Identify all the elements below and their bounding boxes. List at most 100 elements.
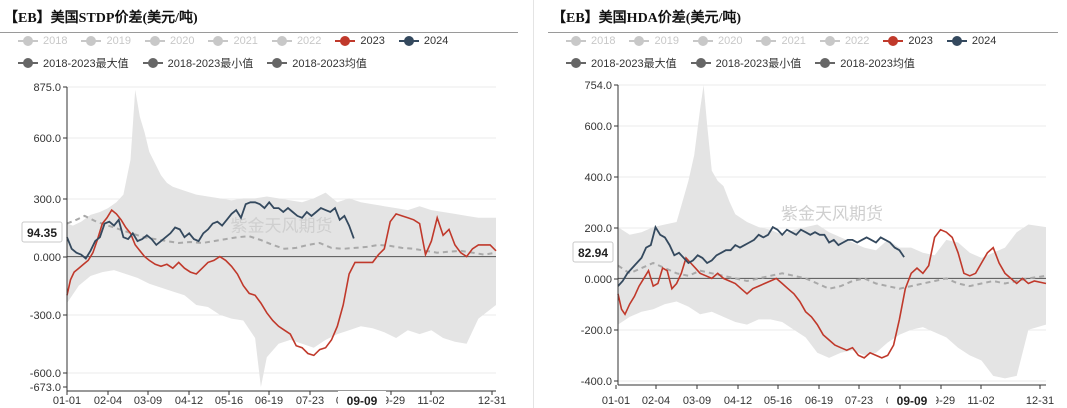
legend-item[interactable]: 2018-2023最小值	[142, 55, 254, 71]
x-tick-label: 04-12	[724, 395, 752, 407]
legend-item[interactable]: 2019	[81, 35, 131, 47]
legend-line-dot-icon	[335, 36, 356, 46]
hda-spread-panel: 【EB】美国HDA价差(美元/吨) 2018 2019 2020 2021 2022 20…	[548, 0, 1067, 408]
axis-pointer-x-label: 09-09	[897, 394, 928, 408]
legend-item[interactable]: 2023	[335, 35, 385, 47]
legend-row-1: 2018 2019 2020 2021 2022 2023 2024	[18, 35, 462, 49]
legend-line-dot-icon	[267, 58, 288, 68]
series-2024-line	[66, 200, 355, 260]
y-tick-label: -200.0	[581, 325, 612, 337]
legend-label: 2023	[360, 35, 385, 47]
legend-row-2: 2018-2023最大值 2018-2023最小值 2018-2023均值	[18, 55, 381, 71]
min-max-band	[618, 85, 1046, 379]
legend-label: 2022	[844, 35, 870, 47]
legend-label: 2018-2023最大值	[591, 58, 677, 70]
legend-item[interactable]: 2020	[692, 35, 743, 47]
axis-pointer-y-box	[572, 241, 614, 263]
axis-pointer-x-box	[888, 391, 936, 408]
legend-label: 2018-2023最小值	[167, 58, 254, 70]
legend-line-dot-icon	[144, 36, 165, 46]
legend-item[interactable]: 2018-2023均值	[267, 55, 367, 71]
y-tick-label: 875.0	[33, 82, 61, 94]
legend-label: 2018-2023最大值	[43, 58, 129, 70]
x-tick-label: 12-31	[1026, 395, 1054, 407]
legend-item[interactable]: 2021	[208, 35, 258, 47]
legend-label: 2023	[908, 35, 933, 47]
series-mean-line	[617, 261, 1047, 290]
legend-item[interactable]: 2023	[883, 35, 933, 47]
legend-label: 2018-2023最小值	[715, 58, 802, 70]
legend-label: 2018	[43, 35, 68, 47]
y-tick-label: 0.000	[584, 274, 612, 286]
axis-pointer-y-box	[21, 221, 63, 243]
chart-title: 【EB】美国STDP价差(美元/吨)	[4, 11, 198, 26]
legend-item[interactable]: 2018-2023最大值	[566, 55, 677, 71]
legend-item[interactable]: 2018	[566, 35, 615, 47]
title-divider	[548, 32, 1058, 33]
legend-item[interactable]: 2021	[756, 35, 806, 47]
x-tick-label: 07-23	[296, 395, 324, 407]
y-tick-label: 754.0	[584, 80, 612, 92]
legend-line-dot-icon	[208, 36, 229, 46]
panel-divider	[533, 0, 534, 408]
y-tick-label: -400.0	[581, 376, 612, 388]
y-tick-label: 600.0	[33, 133, 61, 145]
y-tick-label: 300.0	[33, 194, 61, 206]
watermark: 紫金天风期货	[781, 204, 883, 224]
legend-label: 2020	[169, 35, 195, 47]
legend-line-dot-icon	[629, 36, 650, 46]
chart-title: 【EB】美国HDA价差(美元/吨)	[552, 11, 741, 26]
axis-pointer-x-label: 09-09	[347, 394, 378, 408]
legend-line-dot-icon	[692, 36, 713, 46]
y-tick-label: -600.0	[30, 368, 61, 380]
x-tick-label: 02-04	[642, 395, 670, 407]
stdp-chart-svg: 875.0 600.0 300.0 0.000 -300.0 -600.0 -673.0 紫金…	[21, 82, 506, 408]
legend-line-dot-icon	[18, 36, 38, 46]
legend-label: 2024	[423, 35, 449, 47]
y-tick-label: 200.0	[584, 223, 612, 235]
axis-pointer-y-label: 82.94	[578, 246, 608, 260]
watermark: 紫金天风期货	[231, 216, 333, 236]
x-tick-label: 03-09	[134, 395, 162, 407]
x-tick-label: 02-04	[94, 395, 122, 407]
x-tick-label: 12-31	[478, 395, 506, 407]
axis-pointer-x-box	[338, 391, 386, 408]
legend-label: 2020	[717, 35, 743, 47]
x-tick-label: 04-12	[175, 395, 203, 407]
legend-label: 2019	[106, 35, 131, 47]
legend-line-dot-icon	[756, 36, 777, 46]
legend-item[interactable]: 2024	[398, 35, 449, 47]
x-tick-label: 03-09	[683, 395, 711, 407]
y-tick-label: 400.0	[584, 172, 612, 184]
legend-line-dot-icon	[883, 36, 904, 46]
legend-item[interactable]: 2020	[144, 35, 195, 47]
x-tick-label: 05-16	[215, 395, 243, 407]
legend-line-dot-icon	[142, 58, 163, 68]
y-tick-label: -673.0	[30, 382, 61, 394]
legend-label: 2021	[781, 35, 806, 47]
y-tick-label: 0.000	[33, 252, 61, 264]
axis-pointer-y-label: 94.35	[27, 226, 57, 240]
legend-item[interactable]: 2018-2023最小值	[690, 55, 802, 71]
legend-item[interactable]: 2024	[946, 35, 997, 47]
legend-line-dot-icon	[946, 36, 967, 46]
legend-item[interactable]: 2022	[819, 35, 870, 47]
legend-label: 2018-2023均值	[292, 58, 367, 70]
legend-item[interactable]: 2018-2023均值	[815, 55, 915, 71]
stdp-spread-panel: 【EB】美国STDP价差(美元/吨) 2018 2019 2020 2021 2022 2…	[0, 0, 533, 408]
x-tick-label: 06-19	[255, 395, 283, 407]
legend-label: 2018-2023均值	[840, 58, 915, 70]
legend-label: 2024	[971, 35, 997, 47]
legend-item[interactable]: 2018	[18, 35, 67, 47]
series-2024-line	[617, 224, 905, 287]
x-tick-label: 01-01	[602, 395, 630, 407]
legend-row-2: 2018-2023最大值 2018-2023最小值 2018-2023均值	[566, 55, 929, 71]
hda-chart-svg: 754.0 600.0 400.0 200.0 0.000 -200.0 -400.0 紫金天…	[572, 80, 1054, 408]
series-mean-line	[66, 214, 497, 256]
x-tick-label: 11-02	[417, 395, 444, 407]
legend-line-dot-icon	[398, 36, 419, 46]
legend-item[interactable]: 2022	[271, 35, 321, 47]
legend-item[interactable]: 2019	[629, 35, 679, 47]
legend-item[interactable]: 2018-2023最大值	[18, 55, 129, 71]
legend-label: 2019	[654, 35, 679, 47]
